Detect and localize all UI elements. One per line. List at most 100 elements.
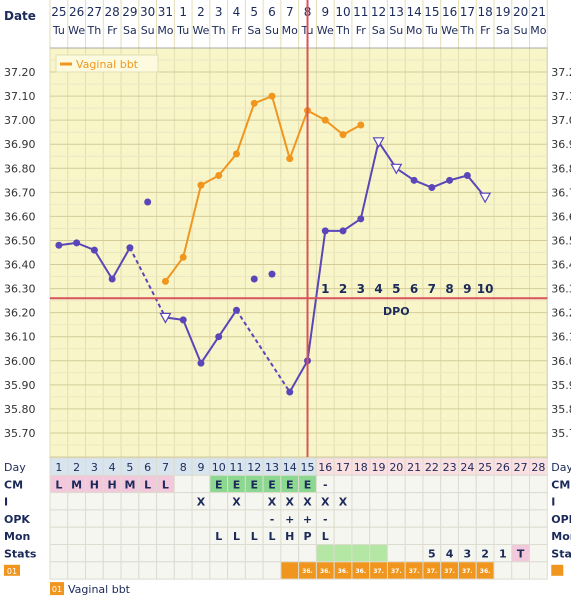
opk-cell (351, 509, 371, 528)
footer-legend-swatch (50, 582, 64, 596)
cm-cell-text: - (323, 478, 328, 491)
opk-cell (138, 509, 158, 528)
day-cell-text: 15 (301, 461, 315, 474)
dpo-label: DPO (383, 305, 410, 318)
day-cell-text: 3 (91, 461, 98, 474)
intercourse-row-label-right: I (551, 496, 555, 509)
footer-legend-label: Vaginal bbt (68, 583, 131, 596)
temp-point (463, 172, 471, 180)
opk-cell (440, 509, 459, 528)
y-tick-right: 35.90 (551, 379, 571, 392)
stats-cell (404, 544, 424, 563)
temp-line-segment (93, 249, 114, 280)
intercourse-cell (244, 492, 264, 511)
vaginal-bbt-point (286, 155, 294, 163)
stats-row-label-right: Stats (551, 548, 571, 561)
monitor-cell-text: P (303, 530, 311, 543)
monitor-cell (85, 526, 104, 546)
cm-cell (457, 474, 477, 494)
stats-cell (351, 544, 371, 563)
y-tick-right: 36.10 (551, 331, 571, 344)
cm-cell (529, 474, 548, 494)
temp-line-segment (200, 336, 220, 364)
temp-point (90, 246, 98, 254)
weekday-tick: Sa (247, 24, 261, 37)
intercourse-cell (386, 492, 406, 511)
stats-cell-text: 3 (464, 548, 472, 561)
temp-point (339, 227, 347, 235)
cm-cell-text: E (233, 478, 241, 491)
temp-point (428, 184, 436, 192)
stats-cell (333, 544, 353, 563)
intercourse-row: I IX X X X X X X (4, 492, 555, 511)
temp-line-segment (359, 141, 380, 220)
day-cell-text: 6 (144, 461, 151, 474)
y-tick-left: 36.60 (4, 210, 36, 223)
date-tick: 12 (371, 5, 386, 19)
temp-cell (49, 561, 69, 580)
stats-cell (156, 544, 175, 563)
date-tick: 17 (460, 5, 475, 19)
monitor-cell (457, 526, 477, 546)
date-tick: 1 (179, 5, 187, 19)
day-cell-text: 24 (460, 461, 474, 474)
date-tick: 9 (321, 5, 329, 19)
temp-cell (191, 561, 211, 580)
monitor-cell (511, 526, 531, 546)
y-tick-right: 36.80 (551, 162, 571, 175)
opk-cell (511, 509, 531, 528)
stats-cell (369, 544, 388, 563)
dpo-number: 8 (445, 282, 453, 296)
monitor-cell (475, 526, 495, 546)
day-cell-text: 11 (229, 461, 243, 474)
monitor-cell (102, 526, 122, 546)
dpo-number: 9 (463, 282, 471, 296)
y-tick-right: 35.70 (551, 427, 571, 440)
vaginal-bbt-line-segment (324, 119, 344, 136)
day-cell-text: 27 (514, 461, 528, 474)
opk-cell (493, 509, 513, 528)
day-cell-text: 13 (265, 461, 279, 474)
temp-line-segment (111, 247, 131, 280)
monitor-cell (351, 526, 371, 546)
opk-cell (422, 509, 442, 528)
opk-cell (102, 509, 122, 528)
opk-cell (156, 509, 175, 528)
temp-line-segment (342, 217, 362, 232)
date-tick: 27 (87, 5, 102, 19)
temp-point (215, 333, 223, 341)
date-tick: 31 (158, 5, 173, 19)
weekday-tick: We (317, 24, 334, 37)
monitor-cell (173, 526, 193, 546)
y-tick-right: 36.50 (551, 234, 571, 247)
stats-cell (209, 544, 229, 563)
stats-cell (173, 544, 193, 563)
monitor-cell-text: L (268, 530, 275, 543)
vaginal-bbt-point (161, 277, 169, 285)
temp-line-segment (217, 309, 238, 338)
temp-point (286, 388, 294, 396)
y-tick-right: 37.00 (551, 114, 571, 127)
intercourse-cell (422, 492, 442, 511)
opk-row-label-left: OPK (4, 513, 30, 526)
vaginal-bbt-point (215, 172, 223, 180)
cm-cell-text: M (71, 478, 82, 491)
opk-cell (173, 509, 193, 528)
temp-cell-text: 36. (302, 568, 313, 575)
temp-point (446, 176, 454, 184)
stats-cell (529, 544, 548, 563)
y-tick-left: 35.80 (4, 403, 36, 416)
intercourse-cell (351, 492, 371, 511)
temp-badge-right (551, 564, 564, 576)
date-tick: 2 (197, 5, 205, 19)
day-row-label-left: Day (4, 461, 26, 474)
stats-cell (280, 544, 300, 563)
temp-line-segment (235, 309, 291, 393)
intercourse-cell (49, 492, 69, 511)
vaginal-bbt-line-segment (271, 95, 291, 159)
monitor-cell-text: H (285, 530, 294, 543)
temp-line-segment (395, 167, 415, 182)
monitor-cell (191, 526, 211, 546)
intercourse-cell (120, 492, 140, 511)
vaginal-bbt-point (339, 131, 347, 139)
